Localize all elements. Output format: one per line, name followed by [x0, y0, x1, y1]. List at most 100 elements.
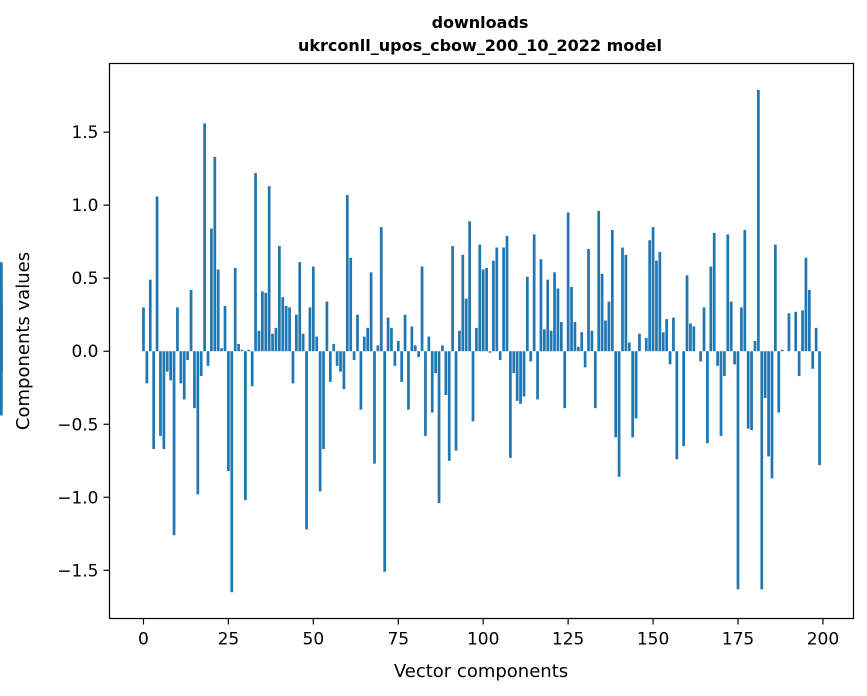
- bar: [407, 351, 410, 410]
- bar: [352, 351, 356, 360]
- bar: [495, 247, 499, 352]
- bar: [379, 227, 383, 352]
- bar: [661, 332, 665, 352]
- bar: [593, 351, 597, 409]
- bar: [369, 272, 373, 352]
- y-tick-label: 1.0: [71, 196, 98, 216]
- bar: [811, 351, 815, 369]
- bar: [627, 342, 631, 352]
- bar: [729, 301, 733, 352]
- bar: [492, 260, 495, 352]
- bar: [155, 196, 159, 352]
- bar: [757, 89, 760, 352]
- bar: [536, 351, 539, 400]
- bar: [308, 307, 312, 352]
- bar: [417, 351, 421, 358]
- bar: [682, 351, 685, 447]
- bar: [464, 298, 468, 352]
- y-tick-label: −0.5: [57, 415, 98, 435]
- bar: [733, 351, 736, 365]
- bar: [780, 349, 784, 352]
- bar: [746, 351, 750, 429]
- bar: [512, 351, 516, 374]
- bar: [390, 327, 393, 352]
- bar: [801, 310, 804, 352]
- bar: [597, 211, 601, 352]
- bar: [519, 351, 522, 404]
- bar: [342, 351, 346, 390]
- bar: [621, 247, 624, 352]
- bar: [454, 351, 458, 451]
- bar: [539, 259, 543, 352]
- bar: [335, 351, 339, 366]
- bar: [325, 301, 329, 352]
- bar: [566, 212, 570, 352]
- bar: [532, 234, 536, 352]
- bar: [610, 230, 614, 352]
- bar: [288, 307, 291, 352]
- x-tick-label: 0: [138, 630, 149, 650]
- bar: [743, 230, 747, 352]
- bar: [240, 349, 244, 352]
- bar: [485, 267, 488, 352]
- bar: [607, 301, 611, 352]
- bar: [576, 346, 580, 352]
- bar: [0, 351, 3, 416]
- bar: [230, 351, 234, 593]
- bar: [430, 351, 434, 413]
- bar: [437, 351, 441, 504]
- bar: [638, 333, 641, 352]
- bar: [797, 351, 801, 377]
- bar: [142, 307, 145, 352]
- bar: [318, 351, 322, 492]
- bar: [244, 351, 247, 501]
- bar: [267, 186, 271, 352]
- bar: [152, 351, 156, 450]
- bar: [787, 313, 791, 352]
- bar: [274, 327, 278, 352]
- bar: [233, 267, 237, 352]
- bar: [546, 279, 550, 352]
- bar: [220, 348, 223, 352]
- bar: [356, 314, 359, 352]
- bar: [685, 275, 689, 352]
- bar: [447, 351, 451, 461]
- bar: [488, 351, 492, 353]
- x-tick-label: 75: [387, 630, 409, 650]
- bar: [216, 269, 220, 352]
- bar: [573, 322, 577, 352]
- bar: [736, 351, 740, 590]
- x-tick-label: 200: [807, 630, 839, 650]
- y-tick-label: 0.5: [71, 269, 98, 289]
- bar: [505, 235, 509, 352]
- bar: [159, 351, 162, 436]
- bar: [203, 123, 206, 352]
- bar: [553, 272, 556, 352]
- bar: [794, 311, 798, 352]
- bar: [563, 351, 567, 409]
- bar: [281, 297, 285, 352]
- bar: [750, 351, 753, 431]
- bar: [502, 247, 505, 352]
- bar: [186, 351, 189, 360]
- bar: [250, 351, 254, 387]
- bar: [468, 221, 471, 352]
- bar: [427, 336, 431, 352]
- bar: [227, 351, 230, 471]
- bar: [261, 291, 264, 352]
- bar: [366, 327, 370, 352]
- bar: [526, 276, 529, 352]
- bar: [777, 351, 781, 413]
- bar: [162, 351, 166, 450]
- bar: [393, 351, 397, 366]
- plot-frame: [108, 62, 855, 620]
- bar: [145, 351, 149, 384]
- bar: [182, 351, 186, 400]
- bar: [648, 240, 652, 352]
- bar: [210, 228, 213, 352]
- y-tick-label: −1.0: [57, 488, 98, 508]
- bar: [328, 351, 332, 382]
- x-tick-label: 175: [722, 630, 754, 650]
- bar: [583, 351, 587, 368]
- bar: [604, 320, 607, 352]
